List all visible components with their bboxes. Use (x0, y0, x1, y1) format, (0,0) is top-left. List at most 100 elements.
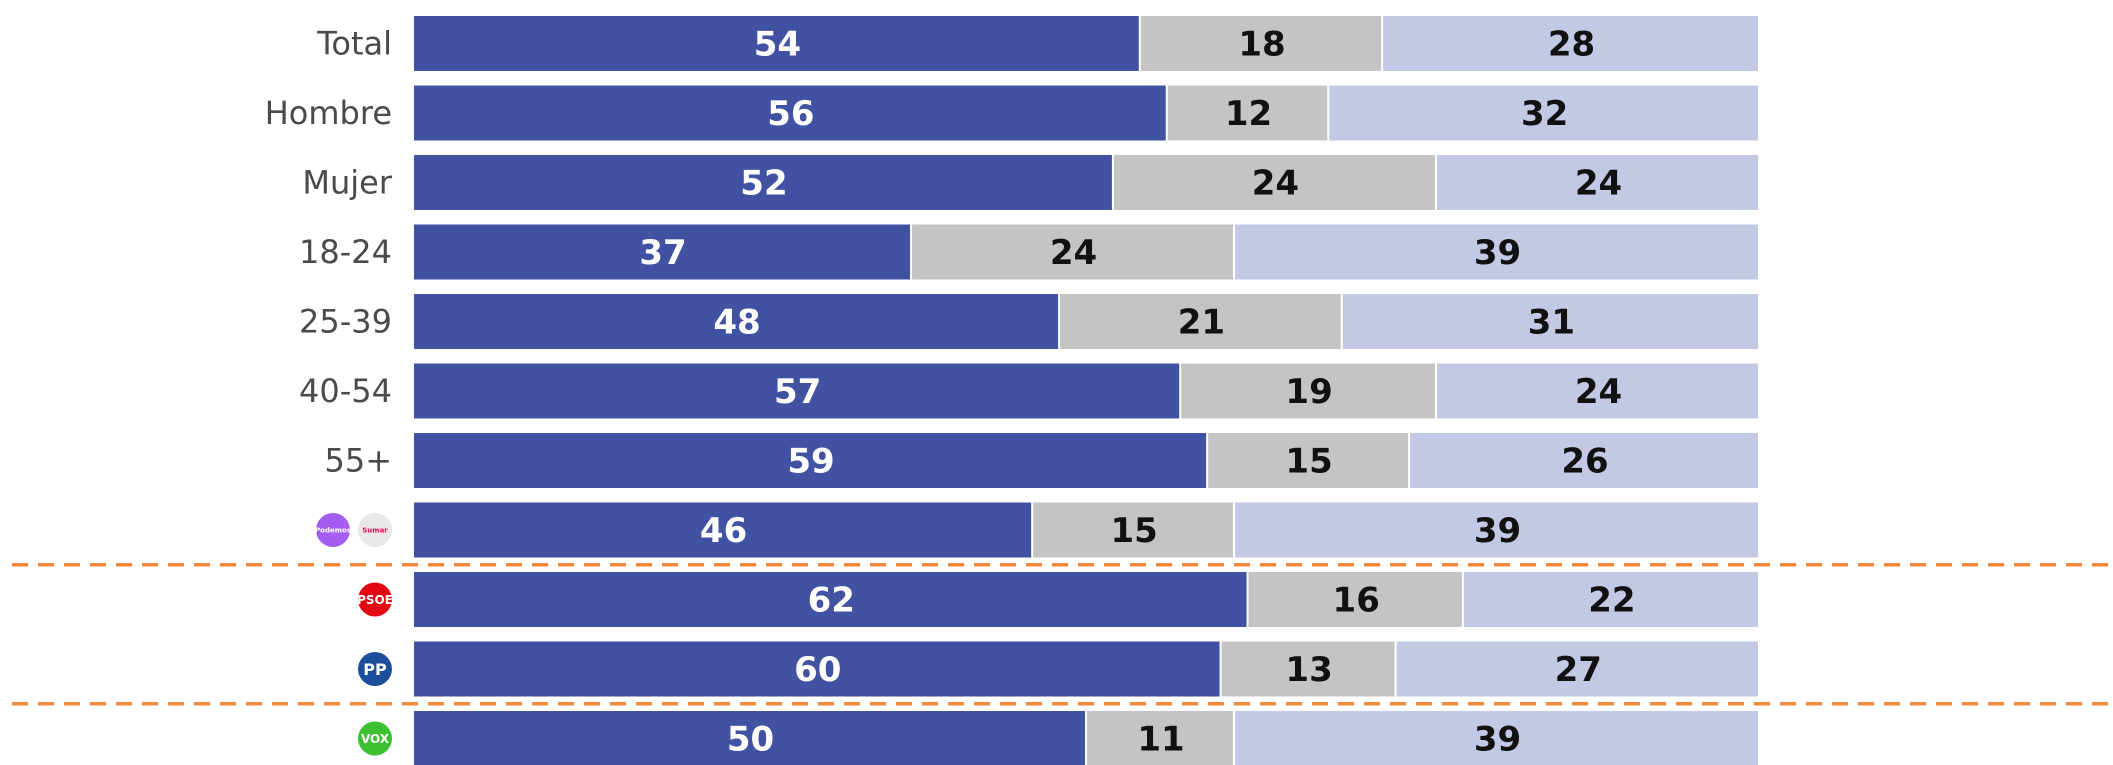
bar-value-label: 39 (1474, 720, 1521, 760)
bar-value-label: 24 (1575, 164, 1622, 204)
bar-segment-3 (1235, 711, 1758, 765)
bar-value-label: 57 (774, 372, 821, 412)
bar-segment-2 (912, 224, 1234, 280)
bar-value-label: 39 (1474, 511, 1521, 551)
bar-segment-1 (414, 224, 911, 280)
bar-row-total: Total 54 18 28 (316, 16, 1758, 71)
bar-value-label: 37 (639, 233, 686, 273)
bar-value-label: 39 (1474, 233, 1521, 273)
bar-segment-1 (414, 641, 1220, 697)
sumar-logo-icon-text: Sumar (362, 527, 388, 535)
sumar-logo-icon: Sumar (358, 513, 392, 547)
bar-value-label: 32 (1521, 94, 1568, 134)
bar-row-55: 55+ 59 15 26 (324, 433, 1758, 488)
bar-segment-2 (1248, 572, 1462, 627)
bar-row-vox: VOX 50 11 39 (358, 711, 1758, 765)
bar-value-label: 54 (754, 25, 801, 65)
bar-value-label: 16 (1333, 581, 1380, 621)
pp-logo-icon-circle (358, 652, 392, 686)
bar-value-label: 24 (1575, 372, 1622, 412)
bar-segment-1 (414, 502, 1032, 558)
bar-segment-2 (1113, 155, 1435, 210)
podemos-logo-icon-text: Podemos (315, 527, 351, 535)
bar-segment-2 (1060, 294, 1341, 349)
bar-segment-2 (1181, 363, 1435, 419)
bar-segment-2 (1087, 711, 1234, 765)
bar-value-label: 52 (740, 164, 787, 204)
vox-logo-icon-text: VOX (361, 732, 390, 746)
bar-value-label: 15 (1285, 442, 1332, 482)
bar-segment-3 (1383, 16, 1758, 71)
bar-segment-3 (1235, 502, 1758, 558)
bar-row-25-39: 25-39 48 21 31 (299, 294, 1758, 349)
bar-segment-2 (1221, 641, 1395, 697)
bar-segment-3 (1329, 85, 1758, 141)
pp-logo-icon: PP (358, 652, 392, 686)
bar-segment-3 (1396, 641, 1758, 697)
bar-value-label: 59 (787, 442, 834, 482)
psoe-logo-icon-circle (358, 582, 392, 617)
bar-segment-1 (414, 155, 1112, 210)
bar-value-label: 26 (1561, 442, 1608, 482)
vox-logo-icon-circle (358, 721, 392, 756)
category-label: Total (316, 25, 392, 63)
bar-segment-3 (1436, 363, 1758, 419)
bar-row-pp: PP 60 13 27 (358, 641, 1758, 697)
bar-segment-1 (414, 363, 1180, 419)
category-label: Mujer (302, 164, 392, 202)
bar-segment-3 (1436, 155, 1758, 210)
category-label: Hombre (265, 94, 392, 132)
bar-segment-1 (414, 433, 1207, 488)
bar-value-label: 31 (1528, 303, 1575, 343)
bar-value-label: 21 (1178, 303, 1225, 343)
bar-segment-3 (1410, 433, 1758, 488)
vox-logo-icon: VOX (358, 721, 392, 756)
podemos-logo-icon-circle (316, 513, 350, 547)
sumar-logo-icon-circle (358, 513, 392, 547)
bar-segment-1 (414, 16, 1139, 71)
bar-segment-2 (1167, 85, 1328, 141)
bar-value-label: 15 (1110, 511, 1157, 551)
category-label: 25-39 (299, 303, 392, 341)
bar-value-label: 11 (1137, 720, 1184, 760)
bar-value-label: 28 (1548, 25, 1595, 65)
psoe-logo-icon-text: PSOE (357, 593, 393, 607)
bar-value-label: 24 (1252, 164, 1299, 204)
category-label: 40-54 (299, 372, 392, 410)
bar-value-label: 46 (700, 511, 747, 551)
bar-segment-2 (1208, 433, 1409, 488)
bar-segment-1 (414, 85, 1166, 141)
category-label: 55+ (324, 442, 392, 480)
category-label: 18-24 (299, 233, 392, 271)
bar-row-18-24: 18-24 37 24 39 (299, 224, 1758, 280)
pp-logo-icon-text: PP (363, 660, 387, 679)
bar-value-label: 24 (1050, 233, 1097, 273)
bar-value-label: 19 (1285, 372, 1332, 412)
bar-row-podemos: Sumar Podemos 46 15 39 (315, 502, 1758, 558)
bar-value-label: 50 (727, 720, 774, 760)
bar-value-label: 56 (767, 94, 814, 134)
bar-segment-3 (1463, 572, 1758, 627)
bar-segment-2 (1033, 502, 1234, 558)
bar-value-label: 13 (1285, 650, 1332, 690)
bar-value-label: 48 (713, 303, 760, 343)
podemos-logo-icon: Podemos (315, 513, 351, 547)
bar-value-label: 60 (794, 650, 841, 690)
bar-segment-3 (1342, 294, 1758, 349)
bar-row-hombre: Hombre 56 12 32 (265, 85, 1758, 141)
bar-row-mujer: Mujer 52 24 24 (302, 155, 1758, 210)
bar-value-label: 22 (1588, 581, 1635, 621)
bar-row-psoe: PSOE 62 16 22 (357, 572, 1758, 627)
bar-segment-1 (414, 294, 1059, 349)
bar-value-label: 12 (1225, 94, 1272, 134)
bar-segment-3 (1235, 224, 1758, 280)
bar-row-40-54: 40-54 57 19 24 (299, 363, 1758, 419)
bar-value-label: 62 (808, 581, 855, 621)
bar-segment-2 (1140, 16, 1382, 71)
bar-value-label: 27 (1555, 650, 1602, 690)
bar-segment-1 (414, 572, 1247, 627)
bar-value-label: 18 (1238, 25, 1285, 65)
bar-segment-1 (414, 711, 1085, 765)
psoe-logo-icon: PSOE (357, 582, 393, 617)
